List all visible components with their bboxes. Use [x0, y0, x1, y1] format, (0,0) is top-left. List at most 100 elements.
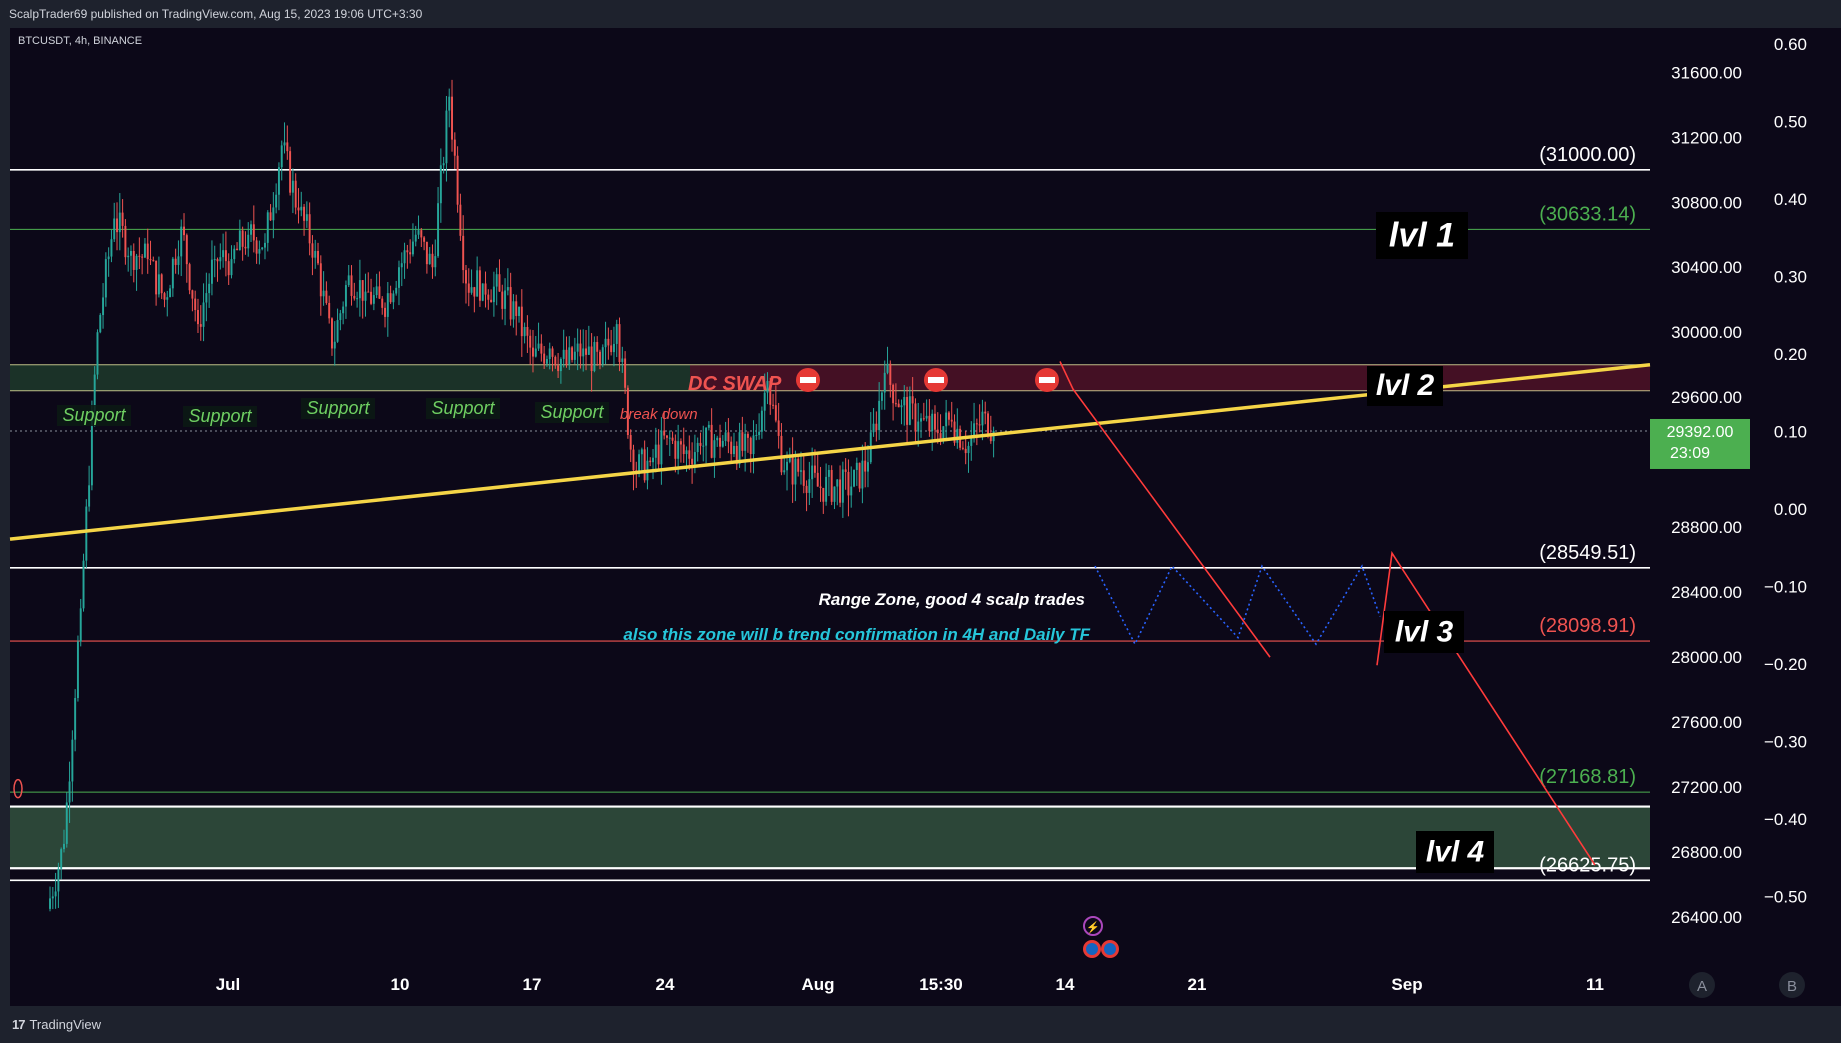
candle-body[interactable] — [925, 415, 928, 419]
candle-body[interactable] — [573, 351, 576, 360]
candle-body[interactable] — [183, 226, 185, 236]
candle-body[interactable] — [760, 410, 763, 432]
candle-body[interactable] — [311, 243, 314, 258]
candle-body[interactable] — [643, 449, 646, 481]
candle-body[interactable] — [908, 396, 911, 425]
candle-body[interactable] — [559, 358, 562, 372]
candle-body[interactable] — [339, 313, 342, 321]
candle-body[interactable] — [657, 444, 660, 465]
candle-body[interactable] — [63, 843, 65, 850]
candle-body[interactable] — [565, 349, 568, 365]
candle-body[interactable] — [205, 293, 208, 303]
candle-body[interactable] — [585, 348, 587, 355]
candle-body[interactable] — [227, 261, 230, 276]
candle-body[interactable] — [411, 241, 414, 255]
candle-body[interactable] — [149, 259, 152, 261]
candle-body[interactable] — [920, 418, 922, 422]
candle-body[interactable] — [945, 412, 948, 427]
candle-body[interactable] — [180, 226, 183, 257]
candle-body[interactable] — [54, 891, 57, 897]
range-path[interactable] — [1094, 564, 1381, 646]
candle-body[interactable] — [71, 739, 74, 782]
candle-body[interactable] — [612, 343, 615, 353]
candle-body[interactable] — [878, 400, 881, 431]
dc-swap-zone[interactable] — [690, 364, 1650, 391]
candle-body[interactable] — [367, 291, 370, 293]
candle-body[interactable] — [749, 437, 752, 455]
candle-body[interactable] — [107, 256, 110, 260]
candle-body[interactable] — [710, 424, 713, 458]
candle-body[interactable] — [652, 457, 654, 463]
candle-body[interactable] — [772, 404, 775, 406]
candle-body[interactable] — [272, 207, 275, 221]
candle-body[interactable] — [378, 286, 381, 299]
candle-body[interactable] — [788, 456, 791, 462]
candle-body[interactable] — [465, 270, 467, 284]
candle-body[interactable] — [610, 345, 613, 353]
candle-body[interactable] — [705, 427, 708, 446]
candle-body[interactable] — [110, 239, 113, 257]
candle-body[interactable] — [914, 403, 917, 432]
candle-body[interactable] — [518, 306, 520, 316]
candle-body[interactable] — [950, 419, 953, 422]
candle-body[interactable] — [649, 460, 652, 463]
candle-body[interactable] — [487, 294, 490, 300]
candle-body[interactable] — [579, 343, 582, 357]
candle-body[interactable] — [171, 258, 174, 289]
candle-body[interactable] — [294, 180, 297, 208]
candle-body[interactable] — [618, 324, 621, 363]
candle-body[interactable] — [529, 335, 532, 348]
candle-body[interactable] — [244, 246, 247, 249]
candle-body[interactable] — [827, 469, 830, 477]
candle-body[interactable] — [74, 697, 77, 740]
candle-body[interactable] — [744, 433, 747, 451]
candle-body[interactable] — [261, 247, 264, 250]
candle-body[interactable] — [830, 469, 833, 502]
candle-body[interactable] — [372, 295, 375, 304]
candle-body[interactable] — [459, 204, 462, 236]
candle-body[interactable] — [414, 234, 417, 242]
candle-body[interactable] — [49, 898, 51, 909]
candle-body[interactable] — [746, 433, 749, 438]
candle-body[interactable] — [802, 470, 805, 486]
candle-body[interactable] — [398, 267, 400, 288]
candle-body[interactable] — [666, 435, 668, 438]
candle-body[interactable] — [783, 470, 786, 473]
candle-body[interactable] — [797, 458, 800, 472]
candle-body[interactable] — [409, 252, 412, 255]
candle-body[interactable] — [314, 250, 317, 258]
candle-body[interactable] — [386, 293, 389, 317]
candle-body[interactable] — [381, 298, 384, 308]
candle-body[interactable] — [437, 203, 440, 257]
candle-body[interactable] — [333, 341, 336, 349]
candle-body[interactable] — [825, 476, 828, 502]
candle-body[interactable] — [188, 264, 191, 291]
candle-body[interactable] — [255, 240, 258, 254]
candle-body[interactable] — [501, 291, 504, 309]
candle-body[interactable] — [808, 479, 811, 493]
candle-body[interactable] — [540, 343, 543, 354]
candle-body[interactable] — [774, 405, 777, 421]
candle-body[interactable] — [607, 338, 610, 346]
candle-body[interactable] — [492, 286, 495, 303]
candle-body[interactable] — [663, 430, 666, 436]
candle-body[interactable] — [568, 347, 571, 365]
candle-body[interactable] — [543, 353, 546, 364]
candle-body[interactable] — [934, 413, 936, 430]
candle-body[interactable] — [420, 230, 423, 238]
candle-body[interactable] — [113, 218, 116, 240]
candle-body[interactable] — [238, 230, 241, 251]
candle-body[interactable] — [624, 358, 627, 388]
candle-body[interactable] — [375, 286, 378, 296]
candle-body[interactable] — [169, 288, 172, 298]
candle-body[interactable] — [428, 253, 431, 265]
candle-body[interactable] — [448, 96, 451, 111]
candle-body[interactable] — [358, 280, 361, 299]
candle-body[interactable] — [60, 849, 63, 869]
candle-body[interactable] — [777, 420, 780, 436]
candle-body[interactable] — [931, 413, 934, 432]
candle-body[interactable] — [939, 433, 942, 441]
candle-body[interactable] — [691, 458, 694, 465]
candle-body[interactable] — [213, 259, 216, 261]
candle-body[interactable] — [423, 237, 426, 242]
